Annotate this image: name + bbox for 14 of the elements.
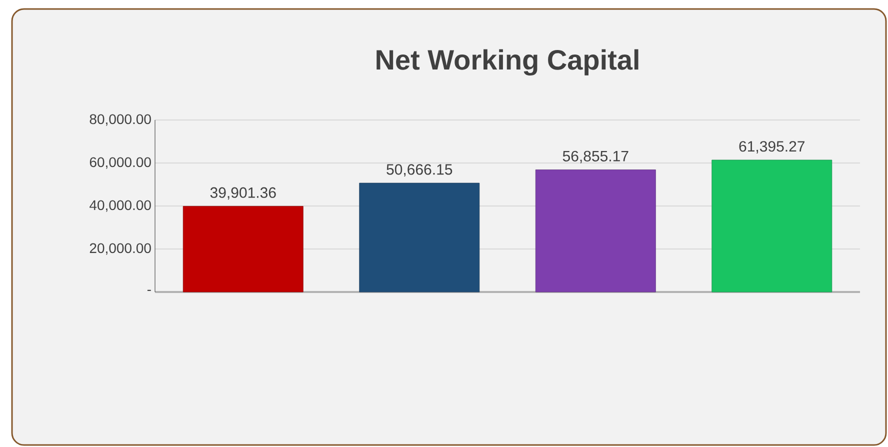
chart-title: Net Working Capital — [376, 49, 638, 76]
bar — [535, 170, 656, 292]
bar — [712, 160, 832, 292]
y-tick-label: 80,000.00 — [90, 114, 151, 126]
y-tick-label: - — [147, 290, 151, 291]
y-tick-label: 20,000.00 — [90, 243, 151, 255]
y-tick-label: 40,000.00 — [90, 200, 151, 212]
bar — [359, 182, 480, 292]
data-label: 39,901.36 — [210, 187, 276, 200]
data-label: 56,855.17 — [562, 150, 628, 164]
bar — [182, 206, 304, 292]
data-label: 50,666.15 — [386, 164, 452, 177]
data-label: 61,395.27 — [739, 141, 804, 154]
y-tick-label: 60,000.00 — [90, 157, 151, 169]
